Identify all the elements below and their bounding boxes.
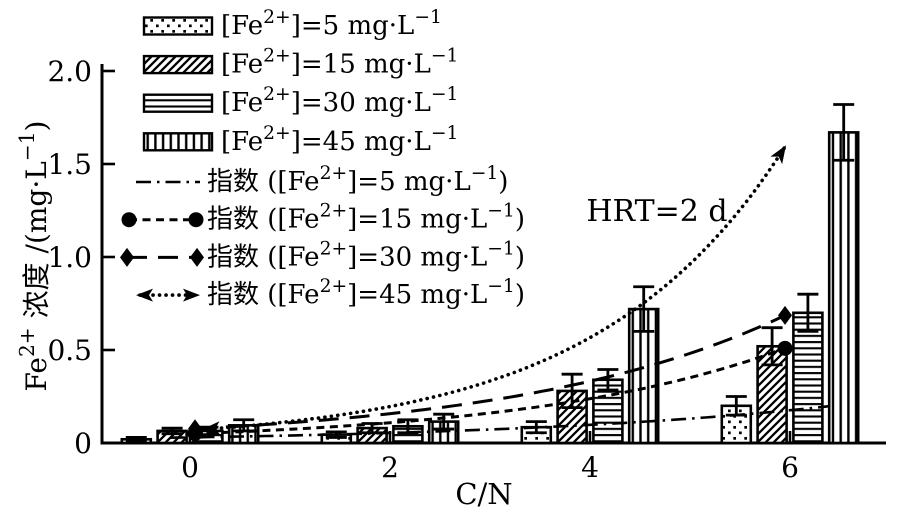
hrt-annotation: HRT=2 d [586,194,727,229]
legend-item-bar-1: [Fe2+]=15 mg·L−1 [142,45,458,80]
legend-item-curve-3: 指数 ([Fe2+]=45 mg·L−1) [136,276,525,311]
legend-item-bar-2: [Fe2+]=30 mg·L−1 [142,84,458,119]
legend-item-curve-0: 指数 ([Fe2+]=5 mg·L−1) [136,163,508,198]
legend-label: 指数 ([Fe2+]=45 mg·L−1) [207,276,525,311]
error-bar [161,426,183,436]
legend-label: [Fe2+]=15 mg·L−1 [221,45,458,80]
axes: 0 0.5 1.0 1.5 2.0 0 2 4 6 C/N Fe2+ 浓度 /(mg·L−1) [15,55,886,511]
x-tick-label: 0 [181,451,199,484]
legend: [Fe2+]=5 mg·L−1[Fe2+]=15 mg·L−1 [Fe2+]=30… [120,7,525,311]
bars [120,103,860,445]
arrowhead [770,145,786,165]
legend-marker [190,247,204,267]
legend-swatch [142,132,214,152]
error-bar [597,368,619,392]
curve-path [194,314,786,431]
legend-label: 指数 ([Fe2+]=5 mg·L−1) [207,163,508,198]
bar-series-3 [227,103,860,445]
error-bar [633,285,655,333]
y-tick-label: 1.5 [47,148,92,181]
x-tick-label: 2 [381,451,399,484]
curve-marker [188,419,202,439]
legend-item-curve-1: 指数 ([Fe2+]=15 mg·L−1) [121,200,525,235]
curve-path [200,143,788,432]
legend-item-curve-2: 指数 ([Fe2+]=30 mg·L−1) [120,238,525,273]
legend-arrowhead [183,288,200,302]
y-tick-label: 2.0 [47,55,92,88]
y-axis-title: Fe2+ 浓度 /(mg·L−1) [15,121,53,392]
legend-label: [Fe2+]=45 mg·L−1 [221,122,458,157]
legend-swatch [142,93,214,113]
y-tick-label: 0.5 [47,334,92,367]
legend-label: [Fe2+]=5 mg·L−1 [221,7,442,42]
curve-0 [169,404,831,439]
annotations: HRT=2 d [586,194,727,229]
error-bar [833,103,855,162]
legend-label: 指数 ([Fe2+]=15 mg·L−1) [207,200,525,235]
y-tick-label: 0 [74,427,92,460]
curve-marker [777,340,793,356]
fit-curves [169,143,831,442]
bar-series-0 [120,395,753,445]
x-tick-label: 4 [581,451,599,484]
legend-swatch [142,54,214,75]
legend-marker [120,247,134,267]
legend-item-bar-3: [Fe2+]=45 mg·L−1 [142,122,458,157]
legend-arrowhead [136,288,153,302]
legend-marker [188,212,204,228]
y-tick-label: 1.0 [47,241,92,274]
legend-label: [Fe2+]=30 mg·L−1 [221,84,458,119]
curve-1 [187,340,793,442]
bar-series-1 [156,326,788,445]
legend-swatch [142,16,214,36]
error-bar [797,292,819,333]
error-bar [325,430,347,439]
curve-marker [778,305,792,325]
legend-marker [121,212,137,228]
error-bar [761,326,783,367]
curve-3 [200,143,788,436]
error-bar [125,436,147,443]
bar [827,131,860,445]
curve-path [194,346,786,435]
x-tick-label: 6 [781,451,799,484]
x-axis-title: C/N [455,477,512,511]
curve-path [169,404,831,439]
legend-label: 指数 ([Fe2+]=30 mg·L−1) [207,238,525,273]
legend-item-bar-0: [Fe2+]=5 mg·L−1 [142,7,442,42]
bar-series-2 [192,292,824,445]
arrowhead [202,421,221,436]
